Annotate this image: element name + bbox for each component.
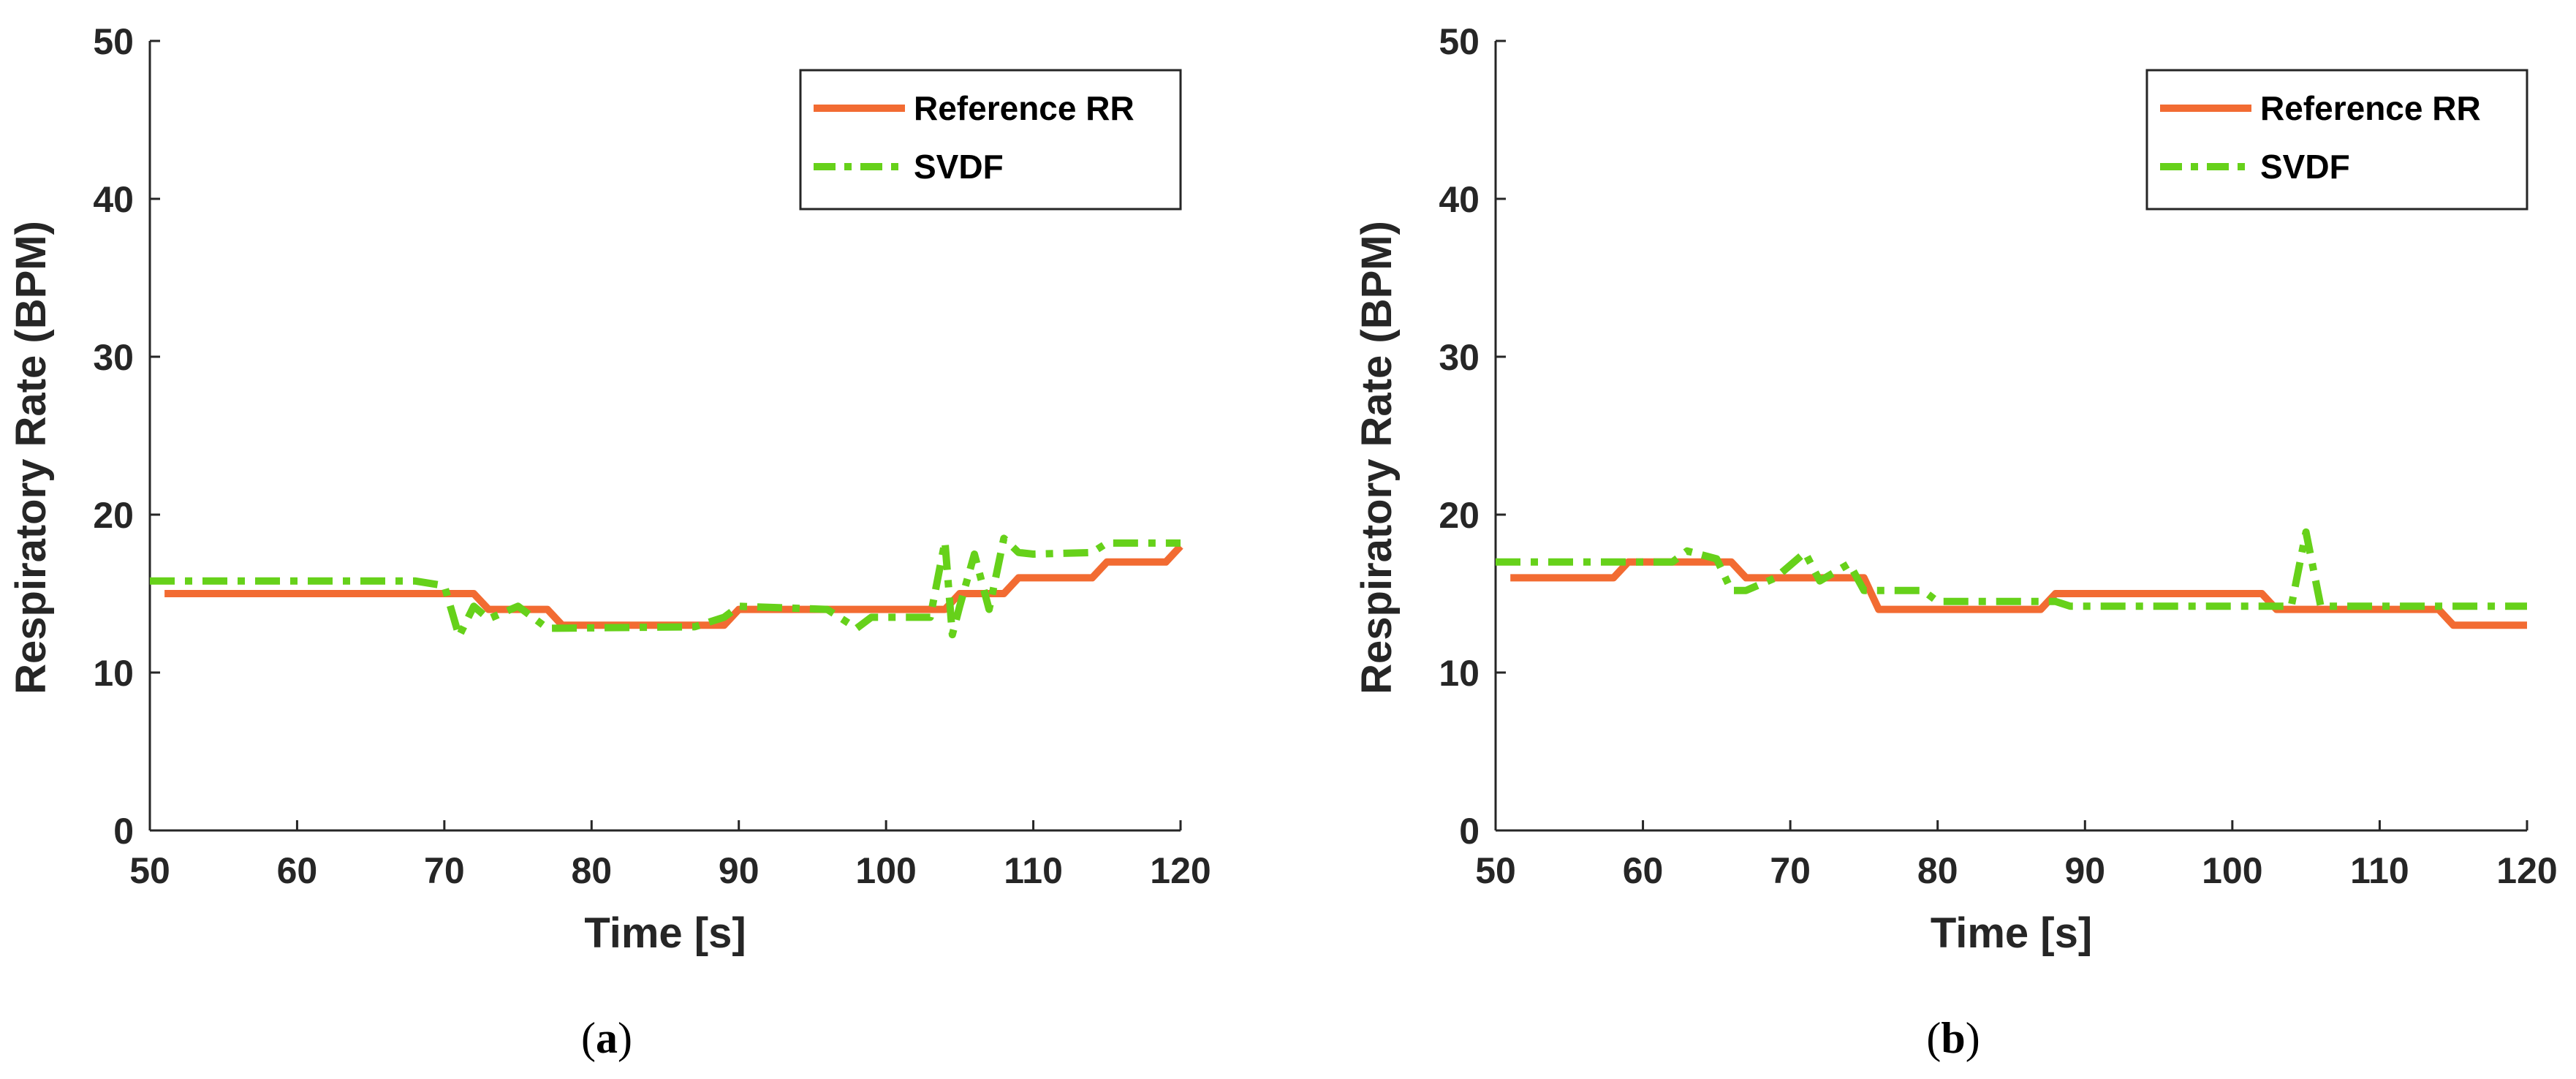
y-tick-label: 0 [113, 811, 134, 852]
caption-paren-open: ( [1926, 1014, 1941, 1062]
y-axis-title: Respiratory Rate (BPM) [1353, 221, 1401, 694]
legend: Reference RR SVDF [2145, 69, 2528, 211]
x-tick-label: 100 [2202, 850, 2262, 891]
y-tick-label: 20 [1439, 495, 1480, 536]
x-tick-label: 110 [1004, 850, 1063, 891]
x-tick-label: 50 [129, 850, 170, 891]
x-tick-label: 90 [719, 850, 759, 891]
caption-letter: a [596, 1014, 618, 1062]
x-tick-label: 90 [2064, 850, 2105, 891]
x-tick-label: 110 [2350, 850, 2409, 891]
series-line-reference-rr [164, 543, 1183, 629]
x-tick-label: 120 [2496, 850, 2557, 891]
x-tick-label: 120 [1150, 850, 1211, 891]
y-tick-label: 30 [1439, 337, 1480, 378]
series-line-svdf [1496, 528, 2527, 610]
y-tick-label: 20 [93, 495, 134, 536]
y-tick-label: 40 [93, 179, 134, 220]
series-line-svdf [150, 534, 1181, 640]
x-tick-label: 60 [277, 850, 318, 891]
x-tick-label: 60 [1623, 850, 1664, 891]
series-line-reference-rr [1510, 558, 2527, 629]
x-tick-label: 100 [855, 850, 916, 891]
y-tick-label: 50 [93, 21, 134, 62]
caption-letter: b [1941, 1014, 1965, 1062]
y-tick-label: 30 [93, 337, 134, 378]
legend-label-svdf: SVDF [2260, 148, 2350, 186]
legend-label-reference-rr: Reference RR [2260, 89, 2481, 127]
x-tick-label: 80 [571, 850, 612, 891]
y-tick-label: 10 [1439, 653, 1480, 694]
legend-box [799, 69, 1182, 211]
x-axis-title: Time [s] [584, 909, 746, 957]
y-axis-title: Respiratory Rate (BPM) [7, 221, 55, 694]
panel-caption: (b) [1926, 1014, 1980, 1062]
x-tick-label: 80 [1917, 850, 1958, 891]
legend-box [2145, 69, 2528, 211]
x-tick-label: 50 [1475, 850, 1516, 891]
x-tick-label: 70 [424, 850, 465, 891]
caption-paren-close: ) [618, 1014, 632, 1062]
legend: Reference RR SVDF [799, 69, 1182, 211]
y-tick-label: 10 [93, 653, 134, 694]
x-tick-label: 70 [1770, 850, 1811, 891]
legend-label-svdf: SVDF [914, 148, 1004, 186]
caption-paren-open: ( [581, 1014, 596, 1062]
x-axis-title: Time [s] [1931, 909, 2092, 957]
chart-panel-a: 50 60 70 80 90 100 110 120 0 10 20 30 40 50 Time [s] Re… [7, 21, 1211, 1062]
chart-panel-b: 50 60 70 80 90 100 110 120 0 10 20 30 40 50 Time [s] Re… [1353, 21, 2558, 1062]
caption-paren-close: ) [1966, 1014, 1980, 1062]
legend-label-reference-rr: Reference RR [914, 89, 1134, 127]
y-tick-label: 40 [1439, 179, 1480, 220]
y-tick-label: 0 [1459, 811, 1480, 852]
panel-caption: (a) [581, 1014, 632, 1062]
y-tick-label: 50 [1439, 21, 1480, 62]
